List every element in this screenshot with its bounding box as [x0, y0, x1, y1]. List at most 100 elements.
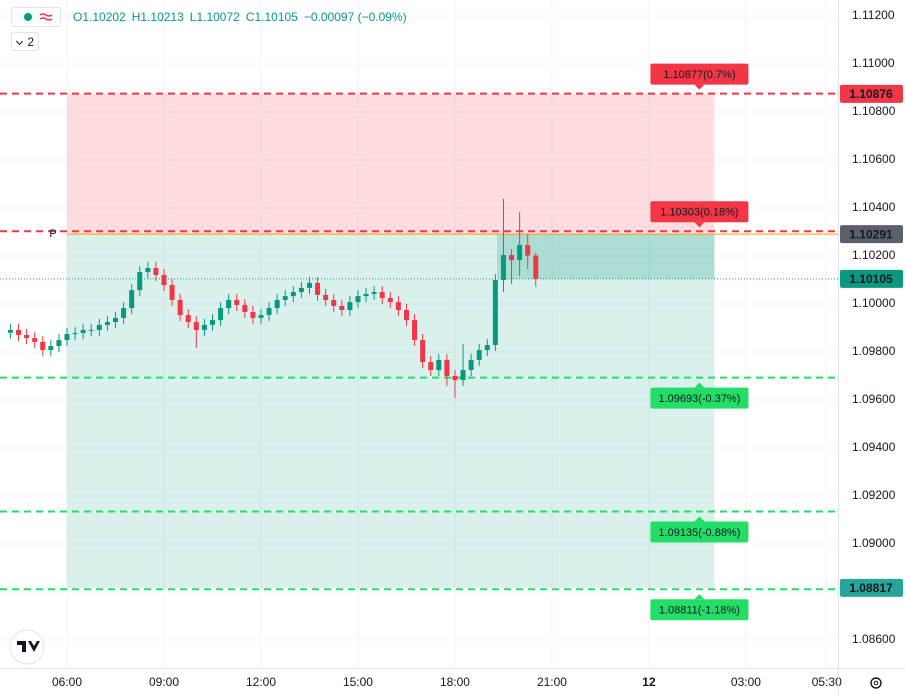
candle-body [387, 298, 393, 303]
x-tick-label: 09:00 [149, 675, 179, 689]
x-tick-label: 12:00 [246, 675, 276, 689]
x-tick-label: 21:00 [537, 675, 567, 689]
legend-value: H1.10213 [131, 10, 184, 24]
chevron [15, 37, 24, 46]
x-tick-label: 05:30 [812, 675, 842, 689]
price-tag [840, 225, 903, 244]
candle-body [234, 299, 240, 305]
price-tag-label: 1.08817 [849, 581, 893, 595]
candle-body [420, 339, 426, 363]
candle-body [379, 292, 385, 299]
candle-body [24, 334, 30, 339]
y-tick-label: 1.10200 [852, 248, 896, 262]
settings-icon[interactable] [870, 677, 882, 689]
candle-body [533, 255, 539, 279]
candle-body [274, 299, 280, 309]
candle-body [7, 329, 13, 333]
candle-body [492, 280, 498, 346]
status-dot [24, 13, 32, 21]
x-tick-label: 12 [642, 675, 656, 689]
y-tick-label: 1.11200 [852, 8, 895, 22]
candle-body [347, 302, 353, 311]
tv-logo [9, 629, 45, 665]
candle-body [96, 324, 102, 330]
level-label: 1.10877(0.7%) [663, 69, 735, 81]
candle-body [56, 339, 62, 346]
level-label-tip [694, 382, 705, 388]
candle-body [16, 329, 22, 335]
level-label-box [650, 387, 749, 409]
x-tick-label: 03:00 [731, 675, 761, 689]
gear[interactable] [870, 677, 882, 689]
candle-body [355, 296, 361, 303]
profit-zone [67, 93, 715, 235]
candle-body [298, 287, 304, 293]
candle-body [209, 320, 215, 325]
pivot-label: P [49, 228, 56, 240]
level-label-tip [694, 222, 705, 228]
level-label-tip [694, 516, 705, 522]
legend-value: L1.10072 [189, 10, 240, 24]
candle-body [226, 299, 232, 309]
legend-value: −0.00097 (−0.09%) [303, 10, 407, 24]
overlay-layer: 1.086001.088001.090001.092001.094001.096… [49, 8, 903, 689]
x-tick-label: 15:00 [343, 675, 373, 689]
candle-body [500, 255, 506, 281]
candle-body [315, 282, 321, 295]
candle-body [282, 296, 288, 300]
candle-body [193, 322, 199, 330]
y-tick-label: 1.08600 [852, 632, 896, 646]
legend-value: O1.10202 [73, 10, 126, 24]
candle-body [64, 334, 70, 340]
price-tag [840, 84, 903, 103]
level-label-tip [694, 594, 705, 600]
candle-body [306, 282, 312, 288]
candle-body [517, 244, 523, 261]
candle-body [452, 375, 458, 381]
candle-body [258, 315, 264, 318]
candle-body [509, 255, 515, 261]
y-tick-label: 1.10800 [852, 104, 896, 118]
main-layer [0, 92, 838, 591]
indicator-toggle[interactable]: 2 [11, 32, 39, 51]
level-label: 1.09693(-0.37%) [658, 393, 740, 405]
logo-badge [9, 629, 45, 665]
candle-body [185, 315, 191, 323]
icons-svg[interactable] [12, 8, 60, 26]
y-tick-label: 1.10600 [852, 152, 896, 166]
price-tag [840, 578, 903, 597]
price-tag-label: 1.10291 [849, 227, 893, 241]
live-zone [496, 234, 715, 279]
level-label: 1.10303(0.18%) [660, 207, 738, 219]
ohlc-legend: O1.10202 H1.10213 L1.10072 C1.10105 −0.00097… [73, 10, 407, 24]
candle-body [331, 299, 337, 306]
level-label: 1.09135(-0.88%) [658, 527, 740, 539]
candle-body [290, 292, 296, 297]
price-tag-label: 1.10876 [849, 87, 893, 101]
indicator-count: 2 [27, 34, 34, 49]
candle-body [201, 324, 207, 330]
candle-body [169, 285, 175, 300]
candle-body [137, 272, 143, 291]
candle-body [468, 359, 474, 370]
y-tick-label: 1.09800 [852, 344, 896, 358]
candle-body [363, 293, 369, 297]
level-label: 1.08811(-1.18%) [659, 605, 740, 617]
wave-icon [39, 13, 53, 21]
candle-body [428, 362, 434, 370]
candle-body [242, 304, 248, 312]
y-tick-label: 1.10400 [852, 200, 896, 214]
level-label-box [650, 201, 749, 223]
level-label-box [650, 599, 749, 621]
candle-body [32, 338, 38, 342]
gear-hub[interactable] [873, 680, 879, 686]
level-label-tip [694, 84, 705, 90]
candle-body [339, 305, 345, 311]
candle-body [412, 320, 418, 340]
candle-body [323, 294, 329, 300]
level-label-box [650, 63, 749, 85]
candle-body [436, 359, 442, 370]
chart-icons[interactable] [11, 7, 61, 27]
